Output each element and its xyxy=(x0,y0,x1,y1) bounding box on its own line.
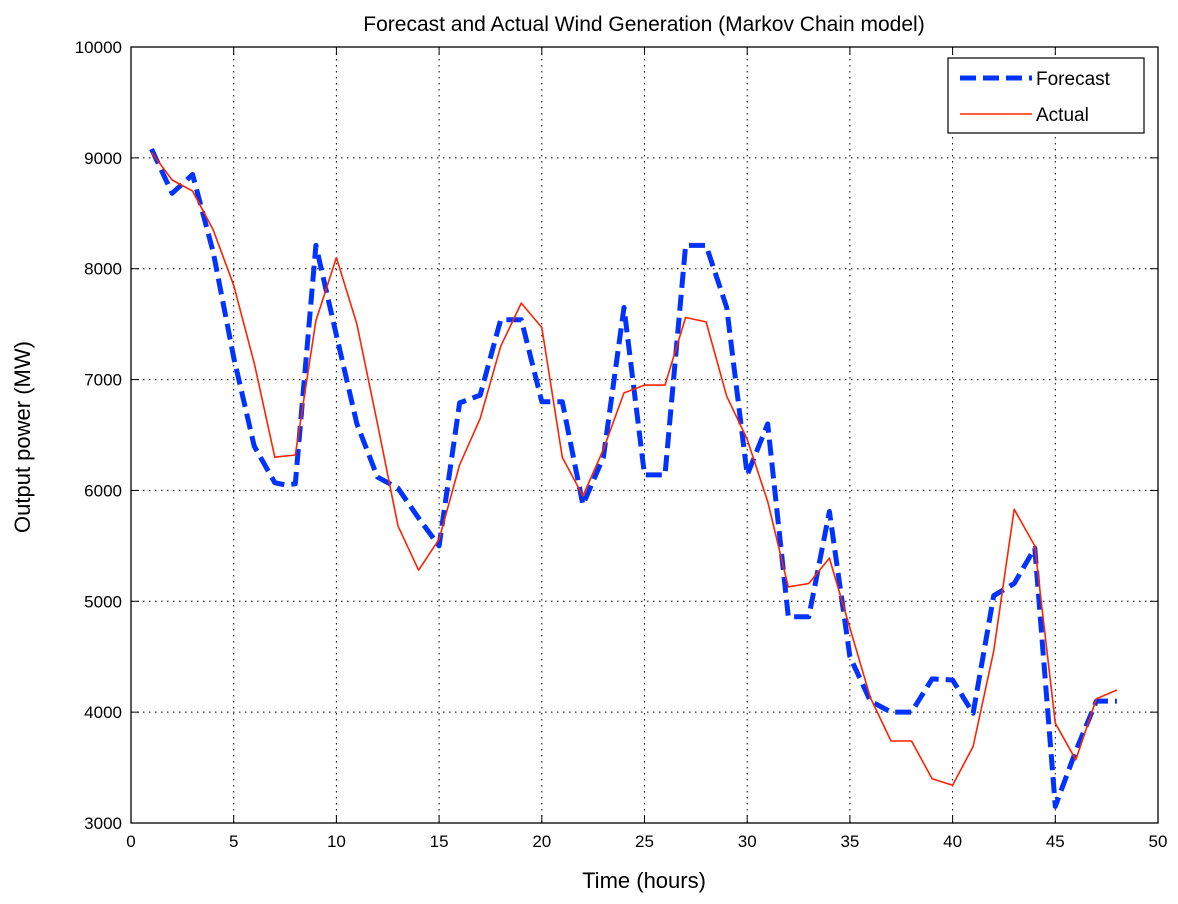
axis-ticks: 0 5 10 15 20 25 30 35 40 45 50 3000 4000 5000 6000 7000… xyxy=(75,38,1168,851)
series-lines xyxy=(149,147,1118,809)
y-tick-label: 5000 xyxy=(84,592,122,611)
forecast-series-line xyxy=(149,147,1117,809)
y-tick-label: 8000 xyxy=(84,260,122,279)
legend-label: Actual xyxy=(1036,105,1089,126)
x-tick-label: 40 xyxy=(943,832,962,851)
x-tick-label: 10 xyxy=(327,832,346,851)
legend-box xyxy=(947,57,1145,134)
plot-area-frame xyxy=(130,46,1159,824)
legend-label: Forecast xyxy=(1036,69,1111,90)
y-tick-label: 10000 xyxy=(75,38,122,57)
x-tick-label: 50 xyxy=(1149,832,1168,851)
y-tick-label: 7000 xyxy=(84,371,122,390)
chart-title: Forecast and Actual Wind Generation (Mar… xyxy=(363,13,924,36)
y-tick-label: 6000 xyxy=(84,481,122,500)
x-tick-label: 15 xyxy=(430,832,449,851)
x-tick-label: 20 xyxy=(532,832,551,851)
y-axis-label: Output power (MW) xyxy=(10,341,35,533)
legend: Forecast Actual xyxy=(947,57,1145,134)
x-tick-label: 25 xyxy=(635,832,654,851)
x-tick-label: 30 xyxy=(738,832,757,851)
y-tick-label: 3000 xyxy=(84,814,122,833)
actual-series-line xyxy=(150,151,1118,787)
y-tick-label: 9000 xyxy=(84,149,122,168)
x-axis-label: Time (hours) xyxy=(582,868,706,893)
y-tick-label: 4000 xyxy=(84,703,122,722)
x-tick-label: 35 xyxy=(840,832,859,851)
x-tick-label: 0 xyxy=(126,832,135,851)
x-tick-label: 45 xyxy=(1046,832,1065,851)
x-tick-label: 5 xyxy=(229,832,238,851)
grid-lines xyxy=(131,47,1158,823)
